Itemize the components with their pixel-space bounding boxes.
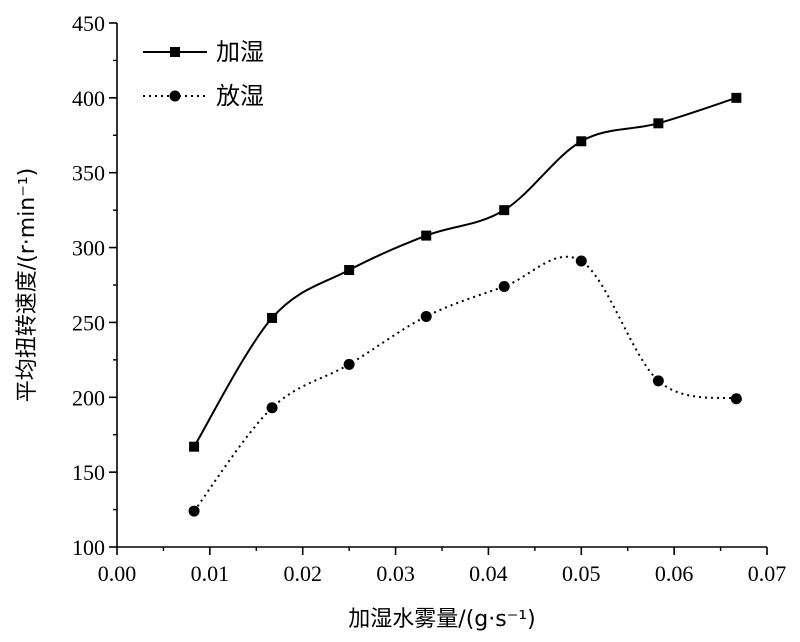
data-point-0 bbox=[189, 441, 200, 452]
y-tick-label: 150 bbox=[72, 460, 105, 485]
data-point-0 bbox=[653, 118, 664, 129]
data-point-0 bbox=[731, 92, 742, 103]
data-point-0 bbox=[421, 230, 432, 241]
legend: 加湿 放湿 bbox=[143, 38, 264, 110]
y-ticks: 100 150 200 250 300 350 400 450 bbox=[72, 11, 117, 560]
axes bbox=[116, 23, 767, 548]
x-tick-label: 0.00 bbox=[98, 561, 137, 586]
series-line-1 bbox=[193, 255, 737, 512]
x-ticks: 0.00 0.01 0.02 0.03 0.04 0.05 0.06 0.07 bbox=[98, 547, 787, 586]
data-point-1 bbox=[266, 402, 278, 414]
data-point-1 bbox=[652, 375, 664, 387]
series-curves bbox=[193, 96, 737, 512]
data-point-0 bbox=[576, 136, 587, 147]
y-tick-label: 250 bbox=[72, 310, 105, 335]
legend-marker-1 bbox=[169, 90, 181, 102]
x-tick-label: 0.07 bbox=[748, 561, 787, 586]
x-tick-label: 0.06 bbox=[655, 561, 694, 586]
series-markers bbox=[188, 92, 742, 517]
legend-item-1: 放湿 bbox=[143, 82, 264, 110]
data-point-0 bbox=[344, 265, 355, 276]
y-tick-label: 350 bbox=[72, 161, 105, 186]
x-tick-label: 0.05 bbox=[562, 561, 601, 586]
data-point-1 bbox=[343, 358, 355, 370]
x-tick-label: 0.01 bbox=[191, 561, 230, 586]
y-tick-label: 200 bbox=[72, 385, 105, 410]
y-tick-label: 300 bbox=[72, 236, 105, 261]
y-tick-label: 450 bbox=[72, 11, 105, 36]
legend-item-0: 加湿 bbox=[143, 38, 264, 66]
data-point-1 bbox=[575, 255, 587, 267]
x-tick-label: 0.03 bbox=[376, 561, 415, 586]
y-axis-title: 平均扭转速度/(r·min⁻¹) bbox=[15, 168, 40, 403]
data-point-0 bbox=[499, 205, 510, 216]
x-axis-title: 加湿水雾量/(g·s⁻¹) bbox=[348, 607, 535, 632]
legend-marker-0 bbox=[170, 47, 180, 57]
data-point-0 bbox=[267, 312, 278, 323]
data-point-1 bbox=[730, 393, 742, 405]
data-point-1 bbox=[420, 310, 432, 322]
legend-label-0: 加湿 bbox=[216, 38, 264, 66]
data-point-1 bbox=[188, 505, 200, 517]
legend-label-1: 放湿 bbox=[216, 82, 264, 110]
y-tick-label: 400 bbox=[72, 86, 105, 111]
series-line-0 bbox=[193, 96, 737, 448]
data-point-1 bbox=[498, 280, 510, 292]
x-tick-label: 0.04 bbox=[469, 561, 508, 586]
y-tick-label: 100 bbox=[72, 535, 105, 560]
x-tick-label: 0.02 bbox=[283, 561, 322, 586]
